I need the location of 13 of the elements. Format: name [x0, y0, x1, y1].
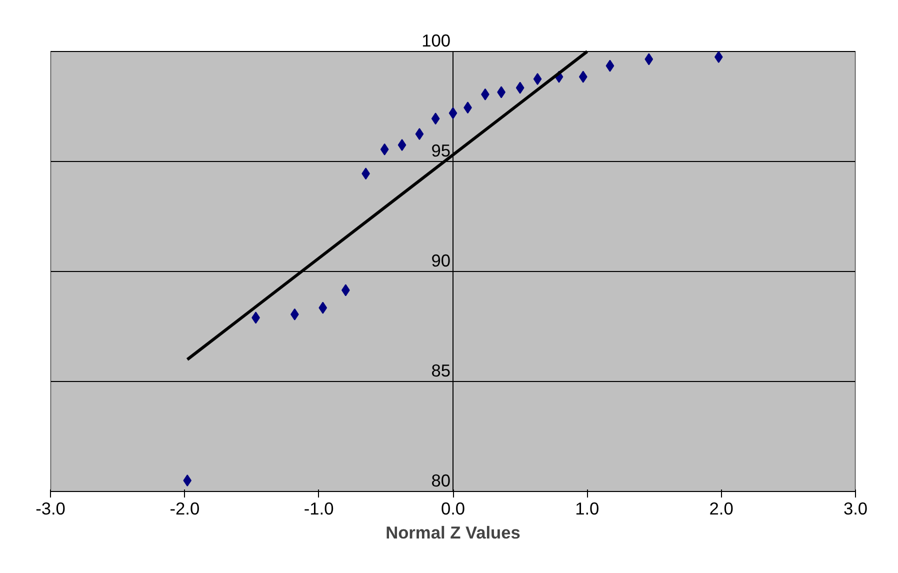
x-tick-label: 2.0 — [709, 498, 734, 518]
x-tick-label: 0.0 — [440, 498, 466, 518]
x-tick-label: 3.0 — [843, 498, 868, 518]
x-tick-label: -1.0 — [304, 498, 334, 518]
y-tick-label: 100 — [422, 30, 451, 50]
x-tick-label: -2.0 — [170, 498, 200, 518]
x-tick-label: -3.0 — [36, 498, 66, 518]
x-axis-title: Normal Z Values — [386, 522, 520, 542]
y-tick-label: 85 — [431, 360, 451, 380]
x-tick-label: 1.0 — [575, 498, 600, 518]
y-tick-label: 80 — [431, 470, 451, 490]
y-tick-label: 95 — [431, 140, 451, 160]
y-tick-label: 90 — [431, 250, 451, 270]
